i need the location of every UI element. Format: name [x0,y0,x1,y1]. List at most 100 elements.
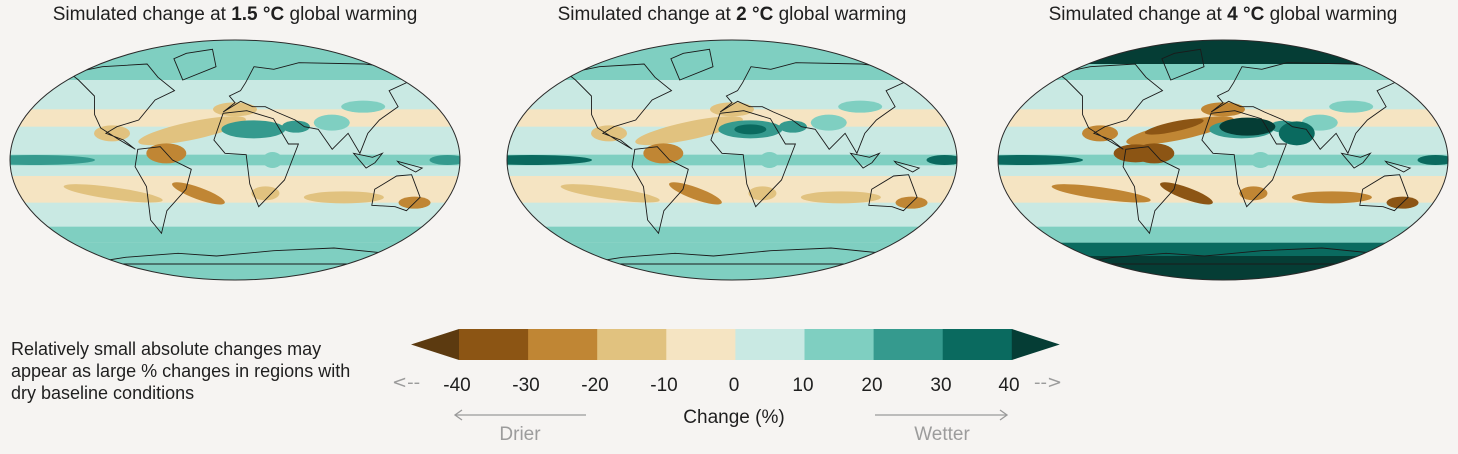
atlantic-dry [1126,116,1234,146]
equatorial-wet-band [998,154,1448,166]
central-america-dry [591,125,628,142]
south-africa-dry [251,186,280,201]
south-atlantic-dry [1160,182,1213,205]
arctic-strong-band [998,40,1448,64]
africa-outline [710,110,797,208]
scale-swatch [804,329,875,360]
panel-title: Simulated change at 2 °C global warming [557,4,907,25]
indian-ocean-dry [303,191,384,204]
africa-outline [1201,110,1288,208]
south-mid-band [507,206,957,220]
arctic-wet-band [507,40,957,80]
tick-label-10: 10 [792,375,814,396]
central-america-dry [94,125,131,142]
map-border [9,39,461,281]
pacific-wet-west [429,155,460,165]
baseline-note: Relatively small absolute changes may ap… [11,339,351,403]
world-map [997,39,1449,281]
wetter-label: Wetter [914,424,970,445]
south-atlantic-dry [669,182,722,205]
tick-label-m10: -10 [650,375,678,396]
arabia-wet [281,120,310,133]
antarctic-wet-band [10,242,460,280]
south-atlantic-dry [172,182,225,205]
equatorial-wet-band [507,154,957,166]
new-guinea-outline [893,160,921,173]
pacific-wet-tongue [10,155,95,165]
tick-label-20: 20 [861,375,883,396]
color-scale-bar [411,329,1060,360]
south-pacific-dry [1051,184,1151,203]
atlantic-dry [635,116,743,146]
scale-swatch [873,329,944,360]
scale-extend-high [1011,329,1060,360]
new-guinea-outline [1384,160,1412,173]
map-panel-2: Simulated change at 2 °C global warming [497,0,967,290]
greenland-outline [173,48,217,81]
east-africa-wet [262,152,283,168]
arabia-wet [778,120,807,133]
atlantic-dry [138,116,246,146]
map-panel-4: Simulated change at 4 °C global warming [988,0,1458,290]
east-asia-wet [838,100,883,113]
map-border [997,39,1449,281]
right-dashed-arrow: --> [1034,372,1063,393]
tick-label-30: 30 [930,375,952,396]
panel-title: Simulated change at 4 °C global warming [1048,4,1398,25]
tick-label-40: 40 [998,375,1020,396]
south-africa-dry [1239,186,1268,201]
australia-outline [371,174,421,212]
australia-outline [1359,174,1409,212]
scale-swatch [942,329,1013,360]
eurasia-outline [719,62,910,155]
south-america-outline [1122,146,1180,235]
tick-label-m20: -20 [581,375,609,396]
south-america-outline [631,146,689,235]
atlantic-extreme [1144,118,1204,135]
india-wet [810,114,847,131]
australia-outline [868,174,918,212]
panel-title: Simulated change at 1.5 °C global warmin… [52,4,418,25]
tick-label-0: 0 [728,375,740,396]
map-border [506,39,958,281]
central-america-dry [1082,125,1119,142]
sahara-wet-core [734,124,767,135]
south-mid-band [998,206,1448,220]
antarctic-strong-band [998,256,1448,280]
greenland-outline [1161,48,1205,81]
tick-label-m40: -40 [443,375,471,396]
wetter-arrow-icon [875,409,1009,421]
world-map [9,39,461,281]
scale-swatch [735,329,805,360]
arctic-wet-band [10,40,460,80]
southern-ocean-wet-band [998,226,1448,243]
south-mid-band [10,206,460,220]
scale-swatch [528,329,598,360]
east-africa-wet [759,152,780,168]
equatorial-wet-band [10,154,460,166]
indian-ocean-dry [1291,191,1372,204]
drier-arrow-icon [453,409,586,421]
sahara-extreme [1219,117,1276,136]
drier-label: Drier [499,424,541,445]
scale-swatch [459,329,529,360]
antarctic-wet-band [507,242,957,280]
pacific-wet-west [926,155,957,165]
north-america-outline [1057,63,1164,150]
scale-swatch [597,329,667,360]
south-africa-dry [748,186,777,201]
left-dashed-arrow: <-- [392,372,421,393]
world-map [506,39,958,281]
indonesia-outline [352,152,384,169]
scale-title: Change (%) [683,407,785,428]
tick-label-m30: -30 [512,375,540,396]
new-guinea-outline [396,160,424,173]
sahara-wet-core [237,124,270,135]
pacific-wet-tongue [507,155,592,165]
eurasia-outline [222,62,413,155]
africa-outline [213,110,300,208]
india-wet [313,114,350,131]
pacific-wet-tongue [998,155,1083,165]
east-asia-wet [341,100,386,113]
scale-extend-low [411,329,459,360]
